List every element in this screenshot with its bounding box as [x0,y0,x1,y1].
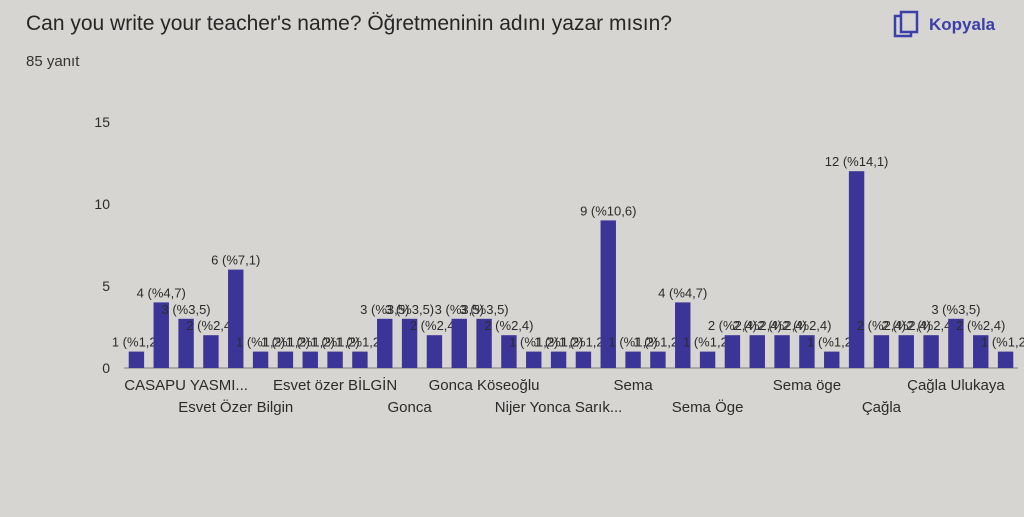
bar [873,335,890,368]
bar [724,335,741,368]
data-label: 3 (%3,5) [435,302,484,317]
x-tick-label: Esvet özer BİLGİN [273,376,397,394]
bar [675,302,691,368]
data-label: 2 (%2,4) [782,318,831,333]
data-label: 12 (%14,1) [825,154,889,169]
bar [451,318,467,368]
bar [973,335,989,368]
data-label: 2 (%2,4) [733,318,782,333]
x-tick-label: CASAPU YASMI... [124,377,248,394]
bar [526,351,542,368]
data-label: 2 (%2,4) [410,318,459,333]
data-label: 6 (%7,1) [211,253,260,268]
bar [128,351,145,368]
data-label: 9 (%10,6) [580,203,636,218]
bar [327,351,343,368]
bar [575,351,592,368]
data-label: 2 (%2,4) [882,318,931,333]
data-label: 1 (%1,2) [335,335,384,350]
data-label: 1 (%1,2) [261,335,310,350]
data-label: 4 (%4,7) [137,285,186,300]
data-label: 1 (%1,2) [633,335,682,350]
data-label: 3 (%3,5) [162,302,211,317]
x-tick-label: Sema Öge [672,398,744,416]
data-label: 2 (%2,4) [956,318,1005,333]
data-label: 1 (%1,2) [236,335,285,350]
data-label: 2 (%2,4) [857,318,906,333]
data-label: 2 (%2,4) [484,318,533,333]
bar [377,318,393,368]
bar [178,318,194,368]
copy-button-label: Kopyala [929,15,996,34]
bar [550,351,567,368]
data-label: 2 (%2,4) [758,318,807,333]
x-tick-label: Çağla Ulukaya [907,377,1005,394]
bar [650,351,666,368]
bar [426,335,443,368]
bar [600,220,616,368]
data-label: 1 (%1,2) [807,335,856,350]
bar [749,335,765,368]
response-count: 85 yanıt [26,53,80,70]
data-label: 1 (%1,2) [509,335,558,350]
data-label: 2 (%2,4) [907,318,956,333]
bar [252,351,269,368]
bar [228,269,244,368]
data-label: 1 (%1,2) [112,335,161,350]
data-label: 2 (%2,4) [186,318,235,333]
bar [277,351,294,368]
bar [799,335,815,368]
bar [774,335,790,368]
x-tick-label: Esvet Özer Bilgin [178,398,293,416]
y-tick-label: 5 [102,278,110,294]
y-tick-label: 0 [102,360,110,376]
data-label: 1 (%1,2) [311,335,360,350]
bar [501,335,517,368]
data-label: 2 (%2,4) [708,318,757,333]
bar [997,351,1014,368]
x-tick-label: Gonca Köseoğlu [429,377,540,394]
data-label: 1 (%1,2) [559,335,608,350]
bar [302,351,318,368]
bar [153,302,169,368]
x-tick-label: Nijer Yonca Sarık... [495,399,623,416]
bar [923,335,939,368]
bar [699,351,716,368]
question-title: Can you write your teacher's name? Öğret… [26,12,672,35]
copy-icon [893,10,919,40]
copy-button[interactable]: Kopyala [893,10,995,40]
x-tick-label: Gonca [387,399,432,416]
data-label: 3 (%3,5) [931,302,980,317]
data-label: 1 (%1,2) [981,335,1024,350]
data-label: 1 (%1,2) [683,335,732,350]
data-label: 4 (%4,7) [658,285,707,300]
x-tick-label: Çağla [862,399,902,416]
data-label: 1 (%1,2) [609,335,658,350]
bar [352,351,368,368]
data-label: 3 (%3,5) [360,302,409,317]
data-label: 1 (%1,2) [286,335,335,350]
data-label: 1 (%1,2) [534,335,583,350]
bar [203,335,219,368]
bar [848,171,865,368]
y-tick-label: 15 [94,114,110,130]
x-tick-label: Sema öge [773,377,841,394]
data-label: 3 (%3,5) [460,302,509,317]
bar [824,351,840,368]
bar [948,318,964,368]
bar [401,318,418,368]
bar [625,351,641,368]
bar [476,318,492,368]
data-label: 3 (%3,5) [385,302,434,317]
y-tick-label: 10 [94,196,110,212]
bar [898,335,914,368]
x-tick-label: Sema [613,377,653,394]
